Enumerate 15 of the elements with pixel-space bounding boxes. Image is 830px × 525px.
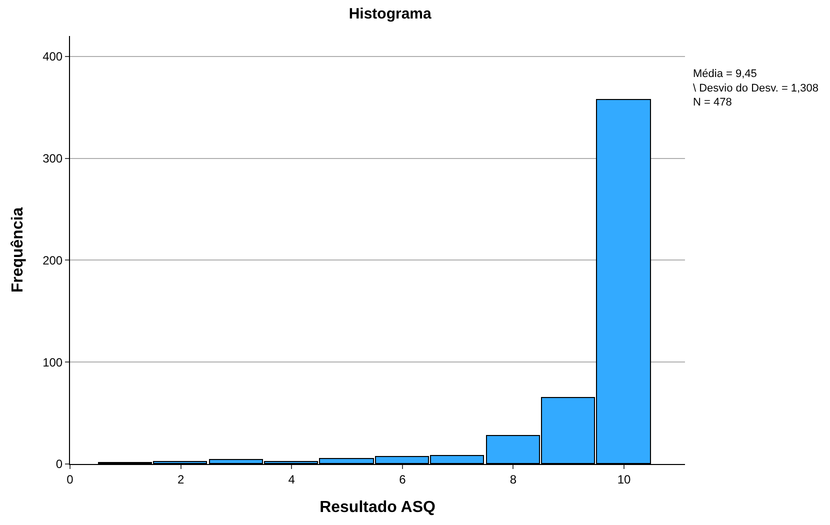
y-tick-label: 200 — [42, 253, 63, 268]
x-tick-label: 10 — [617, 472, 632, 486]
y-tick-label: 100 — [42, 355, 63, 370]
x-tick-label: 2 — [177, 472, 184, 486]
y-tick-label: 300 — [42, 151, 63, 166]
chart-title: Histograma — [348, 5, 432, 22]
x-tick-label: 8 — [510, 472, 517, 486]
y-tick-label: 400 — [42, 50, 63, 64]
y-axis-title: Frequência — [9, 207, 26, 293]
text: Média = 9,45 \ Desvio do Desv. = 1,308 N = 478 — [693, 68, 818, 109]
x-axis-title: Resultado ASQ — [320, 499, 436, 516]
y-tick-label: 0 — [56, 457, 63, 472]
x-tick-label: 4 — [288, 472, 296, 486]
x-tick-label: 6 — [399, 472, 406, 486]
x-tick-label: 0 — [66, 472, 74, 486]
